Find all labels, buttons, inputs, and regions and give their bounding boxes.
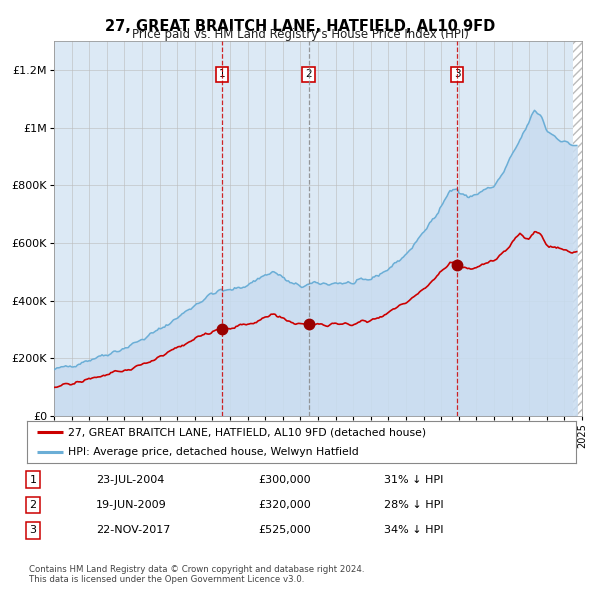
- Text: 2: 2: [29, 500, 37, 510]
- Text: 1: 1: [219, 70, 226, 80]
- Text: £320,000: £320,000: [258, 500, 311, 510]
- Text: HPI: Average price, detached house, Welwyn Hatfield: HPI: Average price, detached house, Welw…: [68, 447, 359, 457]
- Text: 28% ↓ HPI: 28% ↓ HPI: [384, 500, 443, 510]
- Text: 19-JUN-2009: 19-JUN-2009: [96, 500, 167, 510]
- Text: 31% ↓ HPI: 31% ↓ HPI: [384, 475, 443, 484]
- Text: 27, GREAT BRAITCH LANE, HATFIELD, AL10 9FD: 27, GREAT BRAITCH LANE, HATFIELD, AL10 9…: [105, 19, 495, 34]
- Text: Contains HM Land Registry data © Crown copyright and database right 2024.
This d: Contains HM Land Registry data © Crown c…: [29, 565, 364, 584]
- Text: 27, GREAT BRAITCH LANE, HATFIELD, AL10 9FD (detached house): 27, GREAT BRAITCH LANE, HATFIELD, AL10 9…: [68, 427, 426, 437]
- Text: 3: 3: [454, 70, 460, 80]
- Text: £525,000: £525,000: [258, 526, 311, 535]
- Text: 34% ↓ HPI: 34% ↓ HPI: [384, 526, 443, 535]
- Text: 23-JUL-2004: 23-JUL-2004: [96, 475, 164, 484]
- Text: 2: 2: [305, 70, 312, 80]
- Text: £300,000: £300,000: [258, 475, 311, 484]
- Text: 3: 3: [29, 526, 37, 535]
- Text: Price paid vs. HM Land Registry's House Price Index (HPI): Price paid vs. HM Land Registry's House …: [131, 28, 469, 41]
- Text: 22-NOV-2017: 22-NOV-2017: [96, 526, 170, 535]
- Text: 1: 1: [29, 475, 37, 484]
